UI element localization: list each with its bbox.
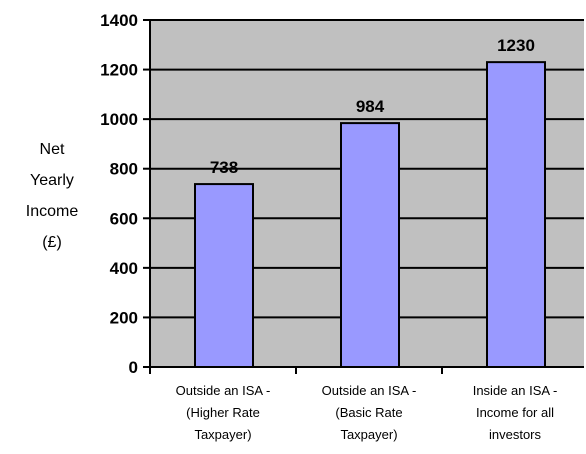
y-axis-label-line: Income <box>26 203 79 220</box>
y-tick-label-800: 800 <box>110 160 138 179</box>
y-tick-label-1000: 1000 <box>100 110 138 129</box>
data-label-2: 984 <box>356 97 385 116</box>
category-label-line: Outside an ISA - <box>322 383 417 398</box>
y-axis-label-line: (£) <box>42 234 62 251</box>
y-tick-label-1400: 1400 <box>100 11 138 30</box>
category-label-1: Outside an ISA - (Higher Rate Taxpayer) <box>176 383 271 442</box>
category-label-3: Inside an ISA - Income for all investors <box>473 383 558 442</box>
category-labels: Outside an ISA -(Higher Rate Taxpayer)Out… <box>176 383 558 442</box>
y-tick-label-400: 400 <box>110 259 138 278</box>
data-labels: 738 984 1230 <box>210 36 535 177</box>
axes <box>143 19 584 374</box>
category-label-line: (Basic Rate <box>335 405 402 420</box>
bar-2 <box>340 122 400 369</box>
category-label-line: (Higher Rate <box>186 405 260 420</box>
y-axis-label-line: Yearly <box>30 172 74 189</box>
category-label-line: investors <box>489 427 542 442</box>
y-tick-label-0: 0 <box>129 358 138 377</box>
category-label-2: Outside an ISA - (Basic Rate Taxpayer) <box>322 383 417 442</box>
y-tick-label-200: 200 <box>110 308 138 327</box>
y-tick-label-1200: 1200 <box>100 61 138 80</box>
y-tick-labels: 0 200 400 600 800 1000 1200 1400 <box>100 11 138 377</box>
category-label-line: Inside an ISA - <box>473 383 558 398</box>
y-tick-label-600: 600 <box>110 209 138 228</box>
category-label-line: Taxpayer) <box>340 427 397 442</box>
category-label-line: Taxpayer) <box>194 427 251 442</box>
category-label-line: Outside an ISA - <box>176 383 271 398</box>
y-axis-label: Net Yearly Income (£) <box>26 141 79 251</box>
data-label-3: 1230 <box>497 36 535 55</box>
bar-1 <box>194 183 254 368</box>
y-axis-label-line: Net <box>40 141 65 158</box>
category-label-line: Income for all <box>476 405 554 420</box>
bar-3 <box>486 61 546 369</box>
data-label-1: 738 <box>210 158 238 177</box>
